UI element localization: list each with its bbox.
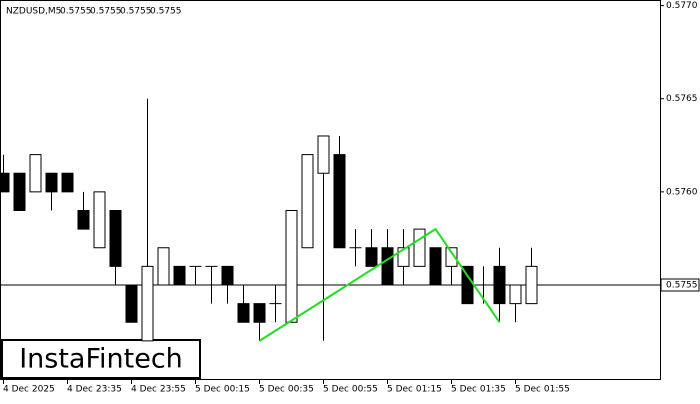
last-price-box [660,278,700,292]
header-value: 0.5755 [150,7,182,17]
candle-body [0,172,10,193]
header-value: 0.5755 [90,7,122,17]
candle-body [365,247,378,267]
chart-title: NZDUSD,M5 [6,7,61,17]
x-tick-label: 5 Dec 00:55 [323,385,378,395]
y-tick-label: 0.5770 [666,1,698,11]
candle-body [413,228,426,267]
candle-body [333,154,346,249]
candle-body [461,265,474,305]
candle-body [317,135,330,174]
candle-body [253,303,266,323]
candle-body [493,265,506,305]
candle-body [141,265,154,342]
header-value: 0.5755 [60,7,92,17]
candle-body [429,247,442,286]
candle-body [29,154,42,193]
candle-body [525,265,538,305]
candle-body [445,247,458,267]
x-tick-label: 4 Dec 23:55 [131,385,186,395]
logo: InstaFintech [19,344,183,375]
x-tick-label: 4 Dec 23:35 [67,385,122,395]
x-tick-label: 5 Dec 00:35 [259,385,314,395]
y-tick-label: 0.5760 [666,187,698,197]
candle-body [285,209,298,323]
candle-body [509,284,522,305]
candle-body [77,209,90,230]
candle-body [237,303,250,323]
y-tick-label: 0.5765 [666,94,698,104]
x-tick-label: 5 Dec 01:35 [451,385,506,395]
candle-body [45,172,58,193]
candle-body [109,209,122,267]
candle-body [61,172,74,193]
x-tick-label: 4 Dec 2025 [3,385,55,395]
header-value: 0.5755 [120,7,152,17]
candle-body [301,154,314,249]
x-tick-label: 5 Dec 00:15 [195,385,250,395]
x-tick-label: 5 Dec 01:55 [515,385,570,395]
candle-body [13,172,26,211]
logo-box [1,339,201,379]
candle-body [397,247,410,267]
candle-body [157,247,170,286]
x-tick-label: 5 Dec 01:15 [387,385,442,395]
candle-body [125,284,138,323]
plot-frame [0,0,661,380]
candle-body [381,247,394,286]
candle-body [93,191,106,249]
candle-body [173,265,186,286]
candle-body [221,265,234,286]
last-price-label: 0.5755 [666,281,698,291]
pattern-line [258,227,501,342]
